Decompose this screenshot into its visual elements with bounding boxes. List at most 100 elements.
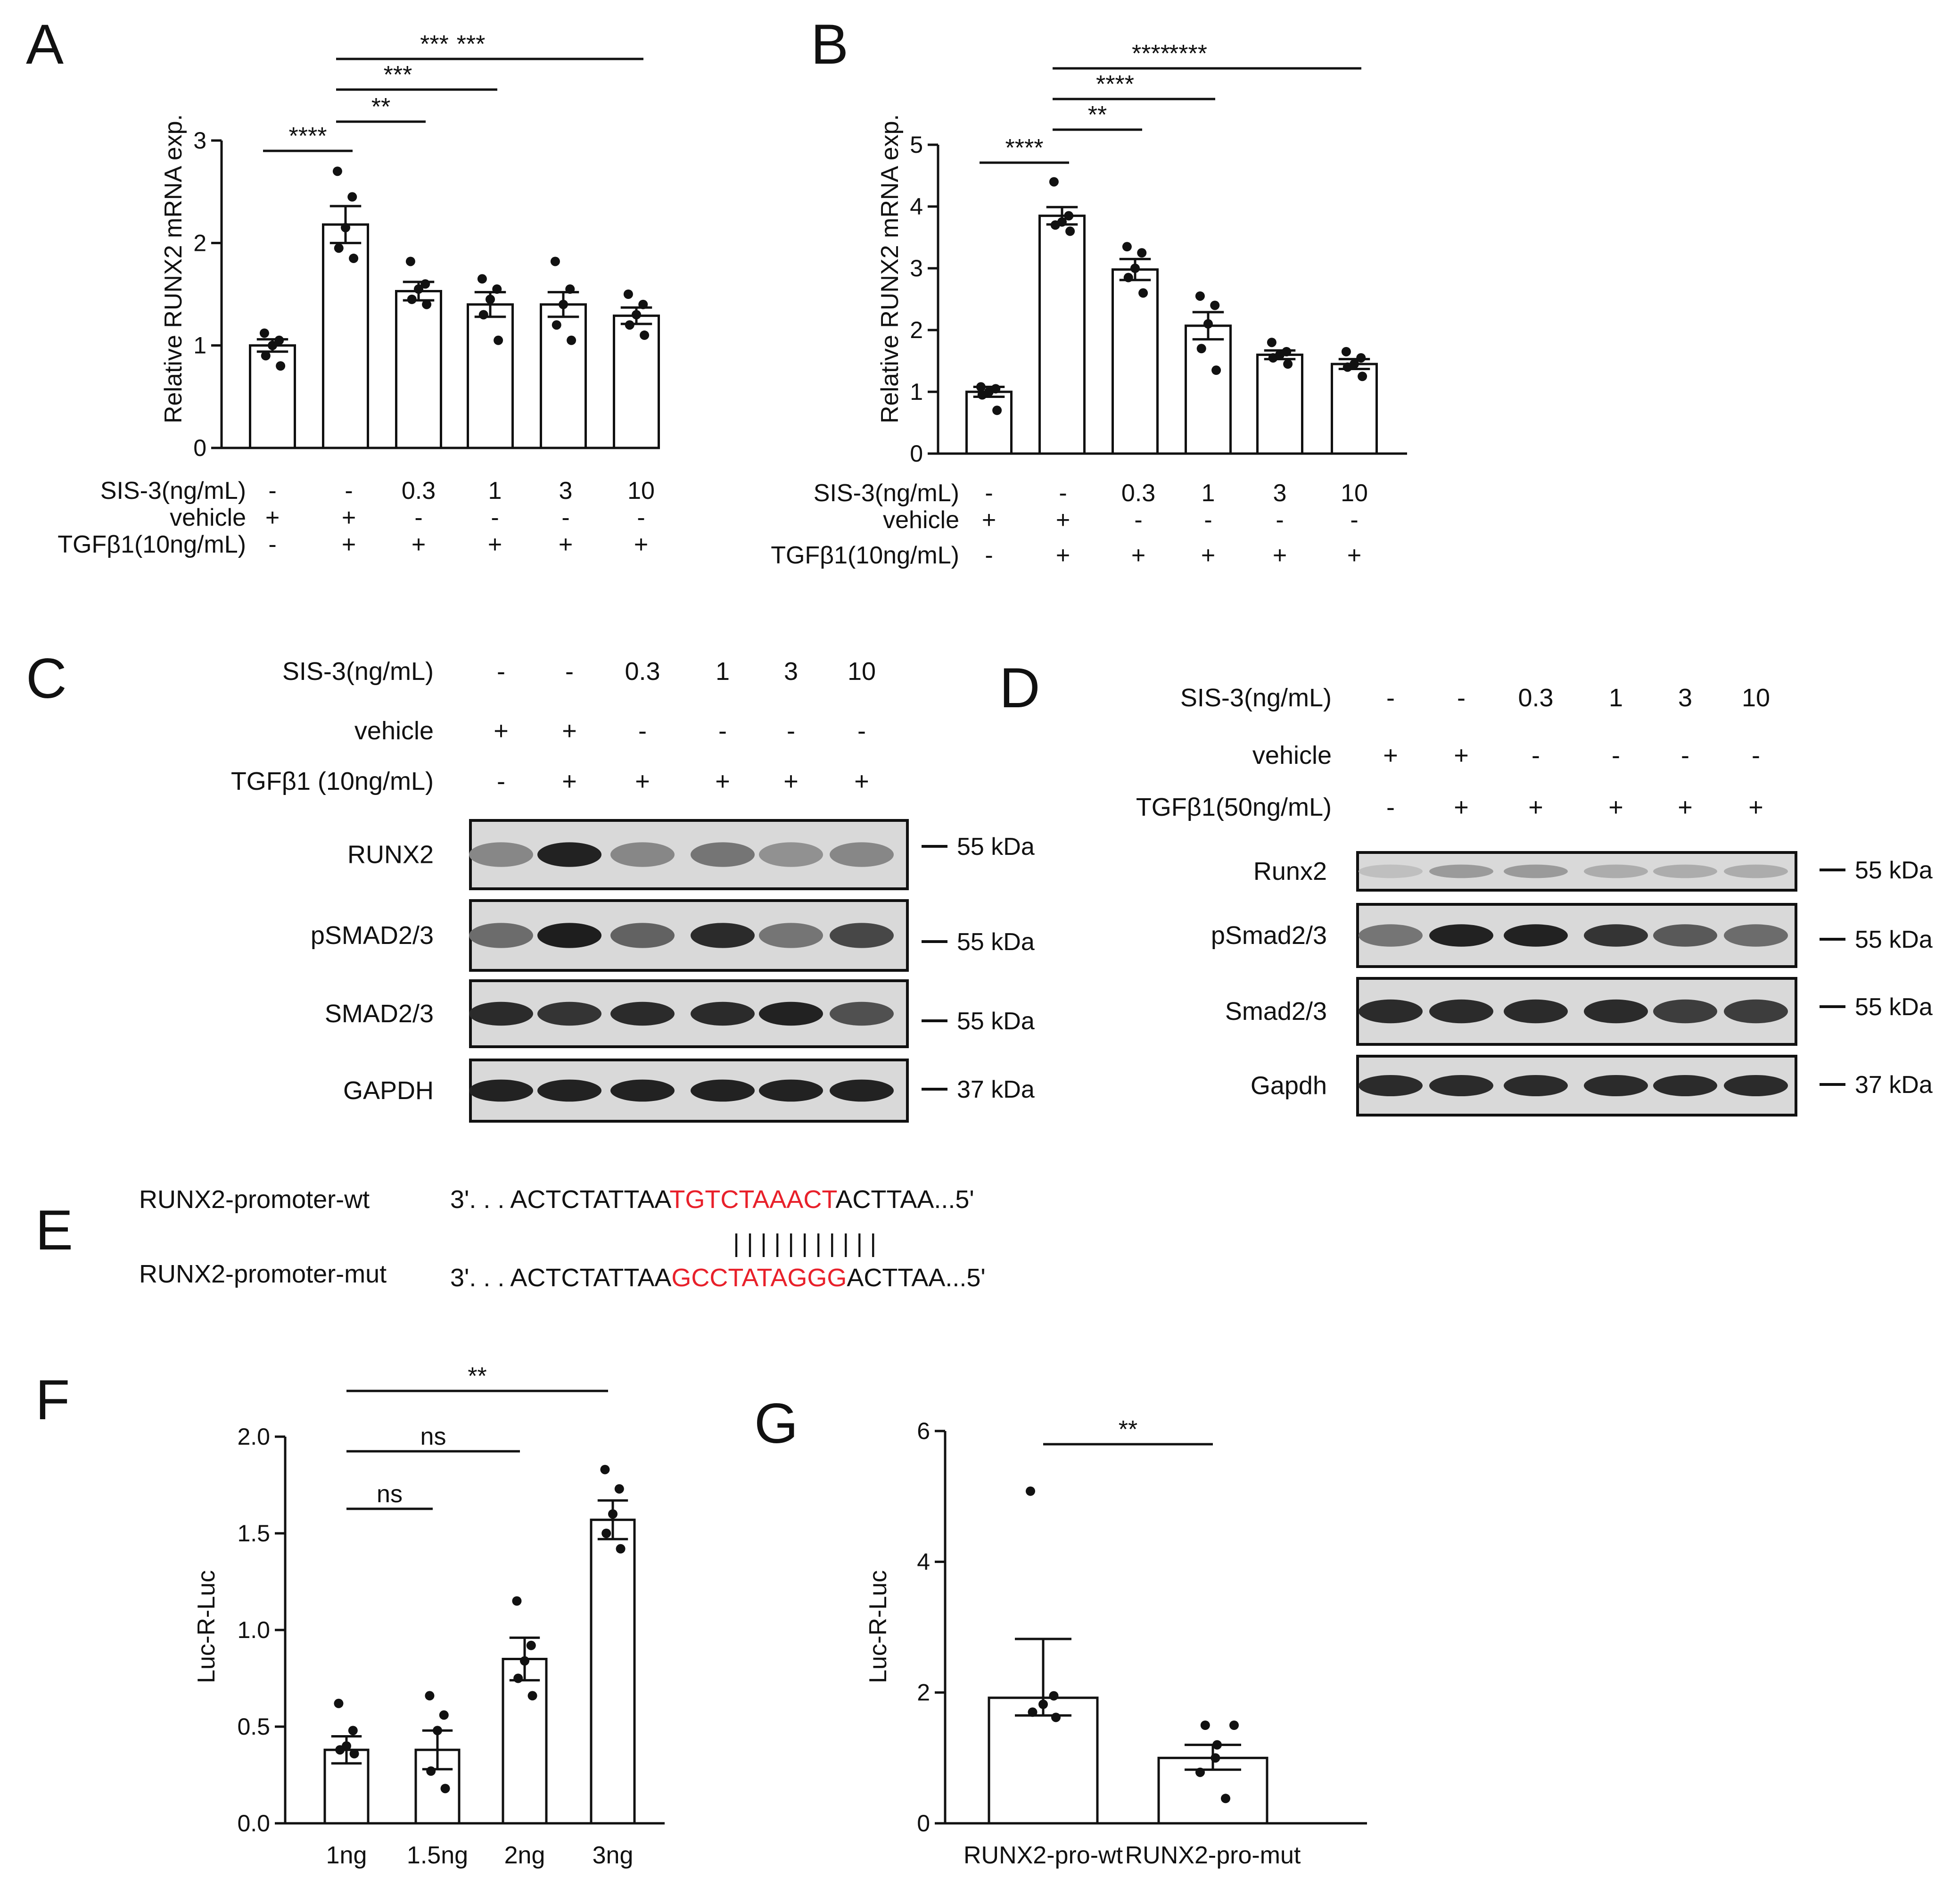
treatment-value: 1	[488, 477, 502, 505]
blot-band	[691, 1079, 755, 1102]
blot-header-value: -	[1532, 741, 1540, 769]
a-data-point	[552, 320, 561, 330]
blot-band	[469, 923, 533, 948]
blot-band	[1429, 864, 1493, 878]
treatment-value: 3	[559, 477, 573, 505]
blot-row-label: GAPDH	[343, 1076, 434, 1105]
blot-header-value: 1	[716, 657, 730, 686]
blot-header-label: TGFβ1 (10ng/mL)	[231, 767, 434, 795]
blot-header-value: -	[1752, 741, 1760, 769]
b-data-point	[1341, 347, 1351, 356]
f-data-point	[342, 1741, 351, 1751]
blot-header-value: +	[1528, 793, 1543, 821]
g-y-axis-label: Luc-R-Luc	[865, 1570, 892, 1683]
b-data-point	[1123, 273, 1133, 282]
blot-header-value: -	[638, 717, 647, 745]
b-data-point	[1138, 288, 1148, 298]
wt-label: RUNX2-promoter-wt	[139, 1185, 370, 1214]
f-data-point	[608, 1509, 618, 1519]
a-data-point	[623, 290, 633, 299]
blot-band	[537, 842, 601, 867]
treatment-value: -	[637, 504, 645, 531]
blot-band	[469, 1079, 533, 1102]
treatment-row-label: vehicle	[883, 506, 959, 534]
treatment-value: +	[1347, 542, 1361, 569]
f-y-axis-label: Luc-R-Luc	[193, 1570, 220, 1683]
blot-marker-label: 55 kDa	[957, 1008, 1035, 1035]
blot-band	[610, 842, 675, 867]
blot-band	[1504, 864, 1568, 878]
g-data-point	[1221, 1794, 1230, 1804]
blot-header-value: +	[783, 767, 799, 795]
blot-band	[1724, 864, 1788, 878]
a-data-point	[332, 166, 342, 176]
blot-band	[691, 923, 755, 948]
f-bar	[502, 1658, 548, 1825]
b-data-point	[1356, 353, 1366, 363]
f-category-label: 2ng	[504, 1842, 545, 1869]
blot-header-value: -	[857, 717, 866, 745]
blot-marker-label: 37 kDa	[957, 1076, 1035, 1103]
f-significance-label: ns	[420, 1423, 446, 1450]
blot-header-value: -	[1457, 684, 1466, 712]
blot-header-value: -	[1386, 684, 1395, 712]
b-significance-label: ****	[1169, 40, 1207, 67]
g-data-point	[1211, 1753, 1220, 1763]
a-y-tick-label: 3	[193, 127, 206, 154]
blot-band	[1724, 999, 1788, 1024]
treatment-value: +	[634, 531, 648, 558]
f-category-label: 3ng	[593, 1842, 634, 1869]
blot-header-value: +	[1383, 741, 1398, 769]
a-data-point	[274, 335, 284, 345]
b-y-tick-label: 3	[910, 255, 923, 281]
blot-header-value: +	[1678, 793, 1693, 821]
blot-band	[1359, 924, 1423, 947]
f-significance-label: ns	[377, 1481, 403, 1508]
blot-row-label: RUNX2	[347, 841, 434, 869]
b-y-tick-label: 4	[910, 193, 923, 220]
f-y-tick-label: 0.0	[237, 1810, 270, 1837]
blot-band	[610, 923, 675, 948]
panel-letter-b: B	[811, 13, 848, 76]
a-data-point	[492, 284, 502, 294]
blot-header-label: SIS-3(ng/mL)	[1180, 684, 1332, 712]
f-category-label: 1ng	[326, 1842, 367, 1869]
blot-band	[830, 842, 894, 867]
b-data-point	[1283, 359, 1293, 369]
blot-marker-label: 37 kDa	[1855, 1071, 1933, 1099]
treatment-value: -	[1134, 506, 1142, 534]
b-data-point	[1064, 211, 1074, 221]
b-data-point	[1196, 344, 1206, 354]
blot-band	[830, 1001, 894, 1026]
a-data-point	[414, 284, 423, 294]
blot-band	[1504, 1075, 1568, 1096]
blot-marker-label: 55 kDa	[1855, 857, 1933, 884]
treatment-value: +	[1201, 542, 1215, 569]
blot-band	[1359, 1075, 1423, 1096]
treatment-value: 3	[1273, 480, 1287, 507]
blot-header-value: 10	[1742, 684, 1770, 712]
wt-sequence: 3'. . . ACTCTATTAATGTCTAAACTACTTAA...5'	[450, 1185, 974, 1214]
blot-band	[830, 1079, 894, 1102]
a-y-tick-label: 1	[193, 332, 206, 359]
f-data-point	[600, 1464, 610, 1474]
a-bar	[467, 303, 514, 449]
g-category-label: RUNX2-pro-mut	[1125, 1842, 1301, 1869]
blot-row-label: SMAD2/3	[325, 1000, 434, 1028]
b-data-point	[1195, 291, 1205, 301]
blot-band	[1653, 924, 1717, 947]
panel-letter-g: G	[754, 1392, 798, 1455]
blot-header-value: -	[497, 767, 505, 795]
f-significance-label: **	[468, 1363, 486, 1390]
a-data-point	[334, 243, 344, 253]
blot-marker-label: 55 kDa	[957, 928, 1035, 956]
blot-band	[1584, 1075, 1648, 1096]
b-data-point	[1210, 300, 1220, 310]
a-data-point	[349, 253, 359, 263]
g-data-point	[1026, 1486, 1035, 1496]
f-y-tick-label: 2.0	[237, 1423, 270, 1450]
a-data-point	[550, 256, 560, 266]
blot-header-value: +	[635, 767, 650, 795]
treatment-value: -	[1350, 506, 1358, 534]
treatment-value: -	[345, 477, 353, 505]
